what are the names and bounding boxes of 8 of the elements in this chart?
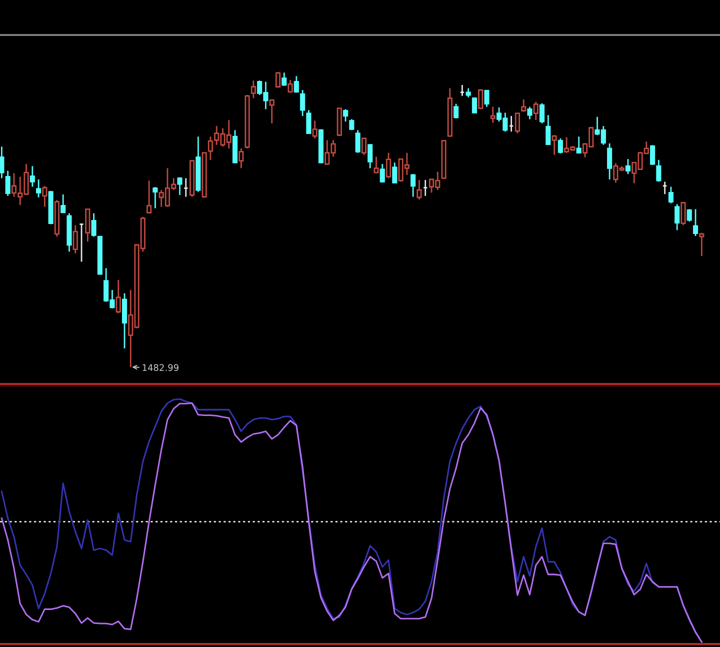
candlestick <box>312 120 318 140</box>
candlestick <box>196 136 201 192</box>
candlestick <box>250 80 256 99</box>
candlestick <box>466 88 471 98</box>
candlestick <box>300 89 306 117</box>
candlestick <box>72 224 78 254</box>
candlestick <box>30 165 35 188</box>
annotation: 1482.99 <box>142 364 178 372</box>
